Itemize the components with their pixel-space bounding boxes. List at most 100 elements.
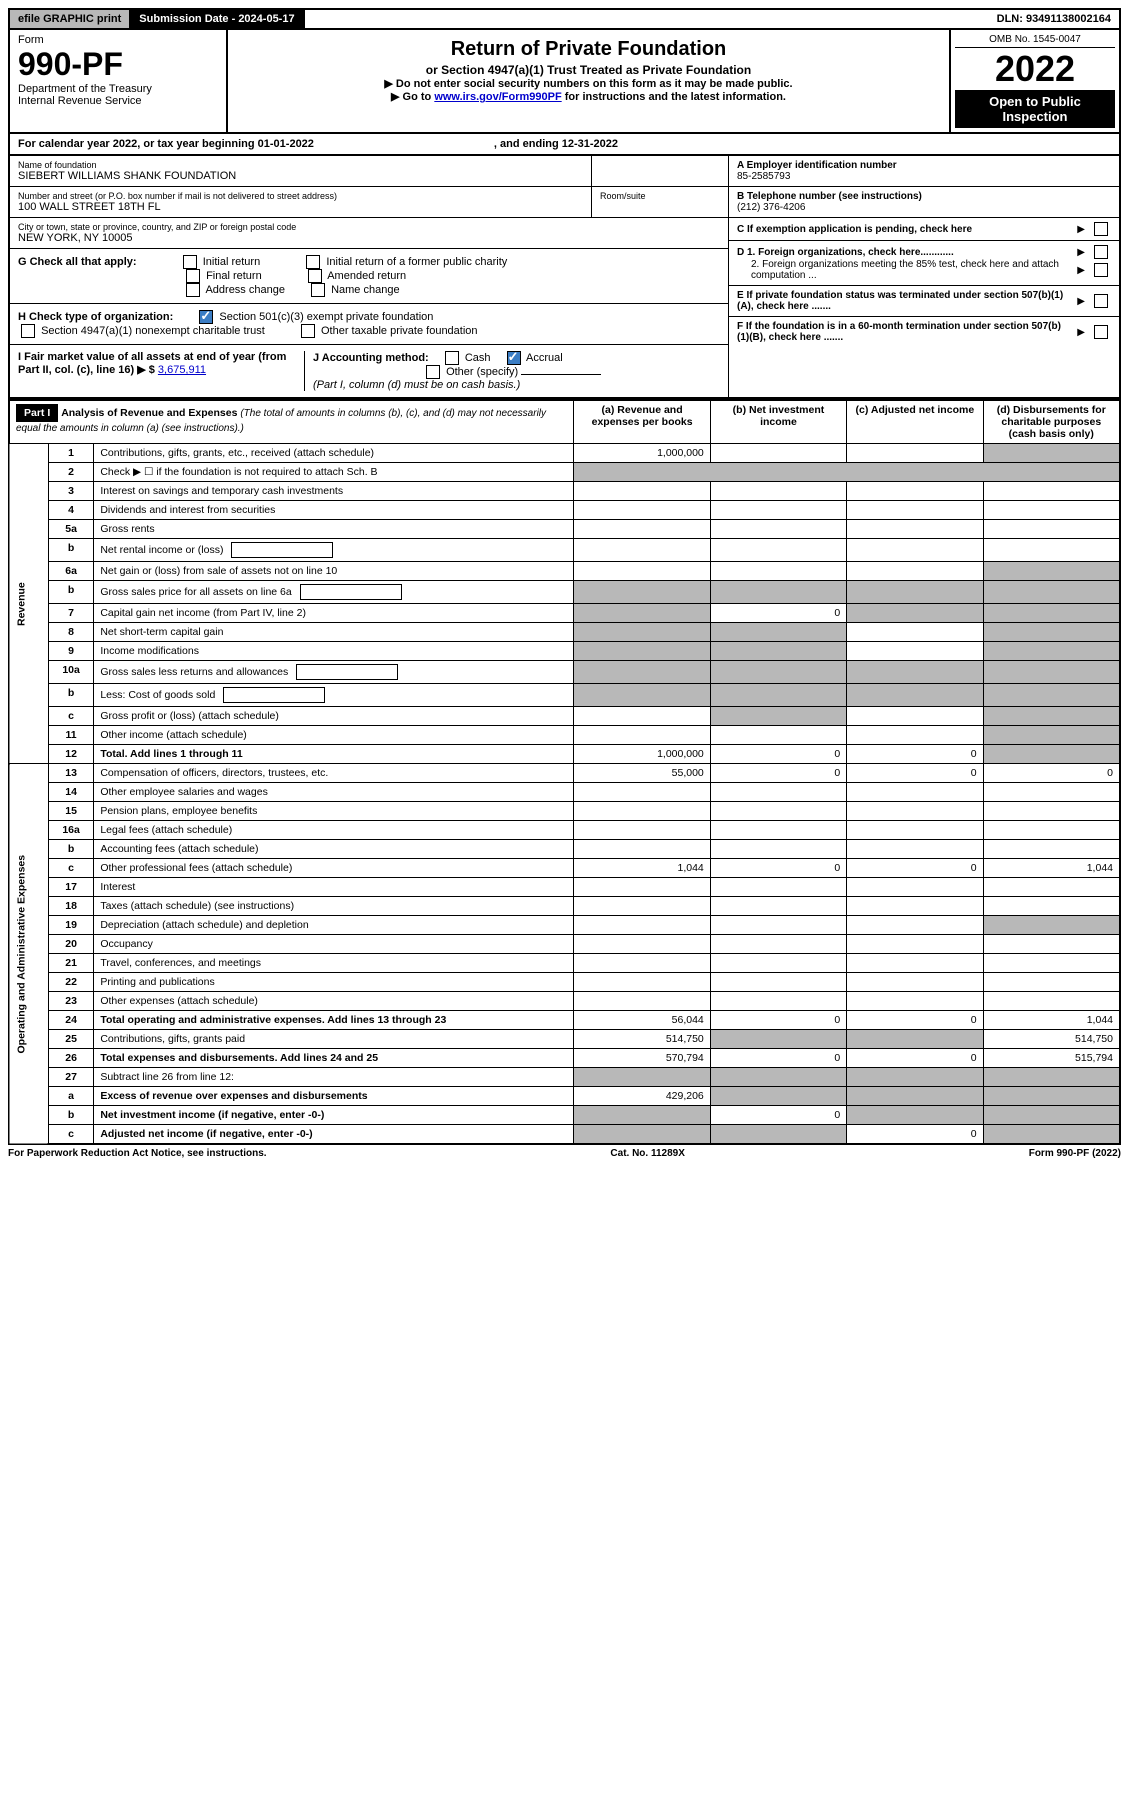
- amended-checkbox[interactable]: [308, 269, 322, 283]
- value-cell: [574, 562, 710, 581]
- row-number: b: [48, 684, 93, 707]
- value-cell: [983, 642, 1120, 661]
- row-number: 3: [48, 482, 93, 501]
- table-row: 7Capital gain net income (from Part IV, …: [9, 604, 1120, 623]
- value-cell: [847, 707, 983, 726]
- value-cell: [847, 539, 983, 562]
- ein-value: 85-2585793: [737, 171, 1111, 182]
- value-cell: 1,000,000: [574, 745, 710, 764]
- e-checkbox[interactable]: [1094, 294, 1108, 308]
- value-cell: 1,000,000: [574, 444, 710, 463]
- value-cell: [710, 935, 846, 954]
- d2-checkbox[interactable]: [1094, 263, 1108, 277]
- f-checkbox[interactable]: [1094, 325, 1108, 339]
- final-return-checkbox[interactable]: [186, 269, 200, 283]
- value-cell: 429,206: [574, 1087, 710, 1106]
- value-cell: [847, 1068, 983, 1087]
- row-number: 6a: [48, 562, 93, 581]
- initial-former-checkbox[interactable]: [306, 255, 320, 269]
- value-cell: 56,044: [574, 1011, 710, 1030]
- row-number: 2: [48, 463, 93, 482]
- initial-return-checkbox[interactable]: [183, 255, 197, 269]
- h-opt-1: Section 501(c)(3) exempt private foundat…: [219, 311, 433, 323]
- value-cell: [847, 935, 983, 954]
- table-row: cOther professional fees (attach schedul…: [9, 859, 1120, 878]
- accrual-checkbox[interactable]: [507, 351, 521, 365]
- table-row: 23Other expenses (attach schedule): [9, 992, 1120, 1011]
- tel-label: B Telephone number (see instructions): [737, 191, 1111, 202]
- form-link[interactable]: www.irs.gov/Form990PF: [434, 91, 561, 103]
- value-cell: [983, 444, 1120, 463]
- row-description: Gross sales less returns and allowances: [94, 661, 574, 684]
- value-cell: [710, 642, 846, 661]
- row-number: 21: [48, 954, 93, 973]
- table-row: 26Total expenses and disbursements. Add …: [9, 1049, 1120, 1068]
- row-number: 27: [48, 1068, 93, 1087]
- value-cell: [847, 684, 983, 707]
- row-description: Net gain or (loss) from sale of assets n…: [94, 562, 574, 581]
- form-number: 990-PF: [18, 46, 218, 83]
- other-taxable-checkbox[interactable]: [301, 324, 315, 338]
- cash-checkbox[interactable]: [445, 351, 459, 365]
- row-number: c: [48, 859, 93, 878]
- row-description: Taxes (attach schedule) (see instruction…: [94, 897, 574, 916]
- table-row: 27Subtract line 26 from line 12:: [9, 1068, 1120, 1087]
- address-change-checkbox[interactable]: [186, 283, 200, 297]
- row-description: Contributions, gifts, grants paid: [94, 1030, 574, 1049]
- table-row: aExcess of revenue over expenses and dis…: [9, 1087, 1120, 1106]
- row-description: Other expenses (attach schedule): [94, 992, 574, 1011]
- row-number: 4: [48, 501, 93, 520]
- room-label: Room/suite: [592, 187, 728, 217]
- value-cell: [847, 623, 983, 642]
- value-cell: [847, 726, 983, 745]
- value-cell: [710, 783, 846, 802]
- value-cell: 0: [710, 745, 846, 764]
- row-number: 8: [48, 623, 93, 642]
- row-number: b: [48, 539, 93, 562]
- name-change-checkbox[interactable]: [311, 283, 325, 297]
- section-g: G Check all that apply: Initial return I…: [10, 249, 728, 304]
- value-cell: [847, 802, 983, 821]
- j-label: J Accounting method:: [313, 352, 429, 364]
- value-cell: [574, 992, 710, 1011]
- value-cell: [710, 897, 846, 916]
- row-description: Gross rents: [94, 520, 574, 539]
- d1-checkbox[interactable]: [1094, 245, 1108, 259]
- fmv-value[interactable]: 3,675,911: [158, 364, 206, 376]
- table-row: bAccounting fees (attach schedule): [9, 840, 1120, 859]
- value-cell: [710, 581, 846, 604]
- value-cell: [710, 1030, 846, 1049]
- row-number: 13: [48, 764, 93, 783]
- row-description: Other income (attach schedule): [94, 726, 574, 745]
- col-a-header: (a) Revenue and expenses per books: [574, 400, 710, 444]
- value-cell: 0: [710, 1106, 846, 1125]
- g-opt-1: Initial return of a former public charit…: [326, 256, 507, 268]
- page-footer: For Paperwork Reduction Act Notice, see …: [8, 1145, 1121, 1162]
- value-cell: [710, 661, 846, 684]
- omb-number: OMB No. 1545-0047: [955, 34, 1115, 48]
- 501c3-checkbox[interactable]: [199, 310, 213, 324]
- c-checkbox[interactable]: [1094, 222, 1108, 236]
- revenue-side-label: Revenue: [9, 444, 48, 764]
- table-row: 8Net short-term capital gain: [9, 623, 1120, 642]
- value-cell: 55,000: [574, 764, 710, 783]
- footer-right: Form 990-PF (2022): [1029, 1148, 1121, 1159]
- dln: DLN: 93491138002164: [989, 10, 1119, 28]
- row-description: Total operating and administrative expen…: [94, 1011, 574, 1030]
- g-opt-3: Amended return: [327, 270, 406, 282]
- value-cell: [710, 482, 846, 501]
- inst2-pre: ▶ Go to: [391, 91, 434, 103]
- j-cash: Cash: [465, 352, 491, 364]
- calendar-end: , and ending 12-31-2022: [494, 138, 618, 150]
- value-cell: [710, 802, 846, 821]
- value-cell: [574, 707, 710, 726]
- value-cell: 0: [710, 764, 846, 783]
- value-cell: [983, 661, 1120, 684]
- row-number: 17: [48, 878, 93, 897]
- value-cell: [574, 1125, 710, 1145]
- 4947-checkbox[interactable]: [21, 324, 35, 338]
- row-number: 11: [48, 726, 93, 745]
- table-row: 12Total. Add lines 1 through 111,000,000…: [9, 745, 1120, 764]
- d1-label: D 1. Foreign organizations, check here..…: [737, 247, 1071, 258]
- other-method-checkbox[interactable]: [426, 365, 440, 379]
